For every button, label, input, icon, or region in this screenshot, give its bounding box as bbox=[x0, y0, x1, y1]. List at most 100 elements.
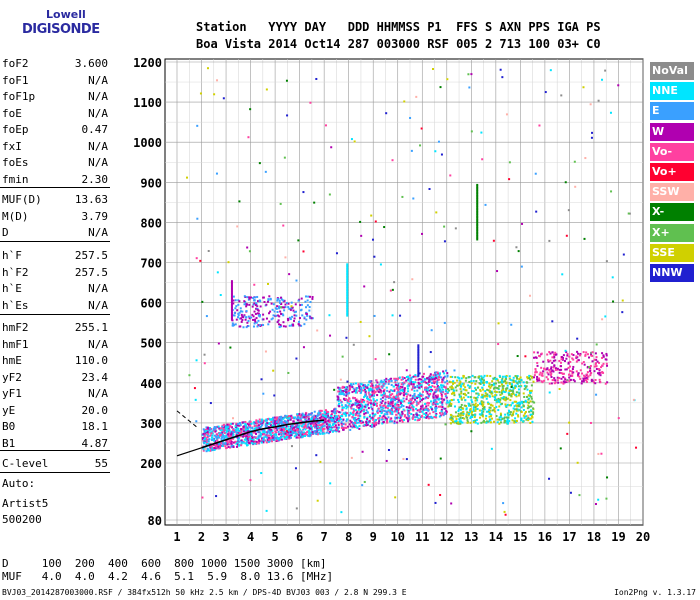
x-tick-label: 17 bbox=[562, 530, 576, 544]
x-tick-label: 3 bbox=[222, 530, 229, 544]
trace-point bbox=[476, 422, 479, 425]
trace-point bbox=[244, 420, 247, 423]
trace-point bbox=[389, 289, 392, 292]
trace-point bbox=[397, 405, 400, 408]
trace-point bbox=[288, 432, 291, 435]
trace-point bbox=[328, 428, 331, 431]
param-fof1p: foF1p N/A bbox=[2, 89, 108, 105]
trace-point bbox=[445, 369, 448, 372]
trace-point bbox=[253, 310, 256, 313]
trace-point bbox=[252, 296, 255, 299]
trace-point bbox=[538, 373, 541, 376]
trace-point bbox=[266, 434, 269, 437]
trace-point bbox=[230, 433, 233, 436]
trace-point bbox=[434, 394, 437, 397]
trace-point bbox=[454, 411, 457, 414]
trace-point bbox=[300, 303, 303, 306]
trace-point bbox=[433, 400, 436, 403]
trace-point bbox=[378, 416, 381, 419]
trace-point bbox=[553, 377, 556, 380]
trace-point bbox=[502, 390, 505, 393]
param-name: foF1p bbox=[2, 90, 36, 103]
trace-point bbox=[241, 440, 244, 443]
trace-point bbox=[363, 285, 366, 288]
trace-point bbox=[531, 416, 534, 419]
param-value: 55 bbox=[94, 457, 108, 470]
param-value: 23.4 bbox=[81, 370, 109, 384]
trace-point bbox=[225, 431, 228, 434]
trace-point bbox=[476, 386, 479, 389]
trace-point bbox=[436, 371, 439, 374]
trace-point bbox=[412, 381, 415, 384]
trace-point bbox=[361, 484, 364, 487]
trace-point bbox=[329, 334, 332, 337]
trace-point bbox=[250, 440, 253, 443]
trace-point bbox=[395, 406, 398, 409]
trace-point bbox=[305, 312, 308, 315]
trace-point bbox=[548, 351, 551, 354]
param-value: N/A bbox=[88, 337, 108, 351]
trace-point bbox=[522, 414, 525, 417]
trace-point bbox=[366, 404, 369, 407]
trace-point bbox=[305, 416, 308, 419]
trace-point bbox=[206, 449, 209, 452]
trace-point bbox=[462, 376, 465, 379]
trace-point bbox=[428, 389, 431, 392]
trace-point bbox=[449, 399, 452, 402]
trace-point bbox=[490, 390, 493, 393]
trace-point bbox=[515, 409, 518, 412]
trace-point bbox=[352, 422, 355, 425]
trace-point bbox=[417, 350, 420, 353]
trace-point bbox=[217, 435, 220, 438]
trace-point bbox=[490, 413, 493, 416]
trace-point bbox=[476, 212, 479, 215]
trace-point bbox=[469, 417, 472, 420]
trace-point bbox=[520, 378, 523, 381]
trace-point bbox=[418, 414, 421, 417]
trace-point bbox=[579, 354, 582, 357]
trace-point bbox=[472, 403, 475, 406]
trace-point bbox=[251, 313, 254, 316]
trace-point bbox=[280, 312, 283, 315]
trace-point bbox=[484, 395, 487, 398]
trace-point bbox=[472, 390, 475, 393]
trace-point bbox=[489, 415, 492, 418]
trace-point bbox=[534, 371, 537, 374]
param-value: N/A bbox=[88, 298, 108, 312]
trace-point bbox=[393, 388, 396, 391]
trace-point bbox=[476, 198, 479, 201]
trace-point bbox=[196, 217, 199, 220]
trace-point bbox=[470, 399, 473, 402]
trace-point bbox=[459, 420, 462, 423]
trace-point bbox=[516, 355, 519, 358]
trace-point bbox=[400, 414, 403, 417]
trace-point bbox=[328, 425, 331, 428]
trace-point bbox=[436, 387, 439, 390]
trace-point bbox=[414, 398, 417, 401]
trace-point bbox=[444, 395, 447, 398]
trace-point bbox=[258, 434, 261, 437]
trace-point bbox=[253, 435, 256, 438]
trace-point bbox=[552, 359, 555, 362]
trace-point bbox=[499, 68, 502, 71]
trace-point bbox=[266, 431, 269, 434]
trace-point bbox=[240, 428, 243, 431]
trace-point bbox=[455, 420, 458, 423]
trace-point bbox=[473, 404, 476, 407]
trace-point bbox=[528, 417, 531, 420]
trace-point bbox=[453, 405, 456, 408]
trace-point bbox=[213, 425, 216, 428]
trace-point bbox=[231, 435, 234, 438]
trace-point bbox=[393, 396, 396, 399]
trace-point bbox=[357, 404, 360, 407]
trace-point bbox=[362, 384, 365, 387]
trace-point bbox=[247, 422, 250, 425]
trace-point bbox=[358, 401, 361, 404]
trace-point bbox=[346, 425, 349, 428]
trace-point bbox=[416, 416, 419, 419]
param-clevel: C-level 55 bbox=[2, 456, 108, 472]
trace-point bbox=[216, 439, 219, 442]
trace-point bbox=[605, 260, 608, 263]
trace-point bbox=[277, 437, 280, 440]
trace-point bbox=[362, 410, 365, 413]
